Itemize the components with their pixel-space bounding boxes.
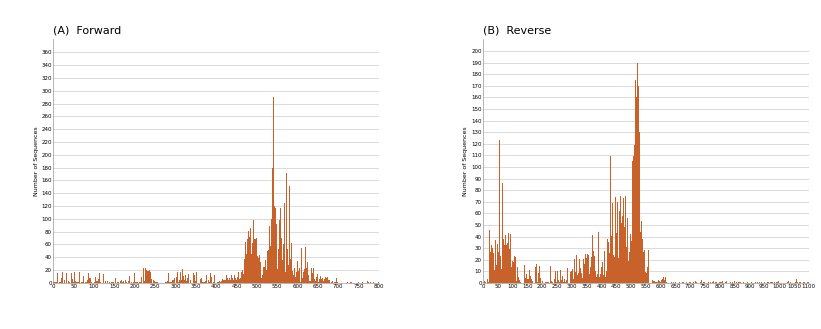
Y-axis label: Number of Sequences: Number of Sequences: [463, 126, 469, 196]
Text: (A)  Forward: (A) Forward: [53, 26, 122, 36]
Text: (B)  Reverse: (B) Reverse: [483, 26, 552, 36]
Y-axis label: Number of Sequences: Number of Sequences: [34, 126, 39, 196]
